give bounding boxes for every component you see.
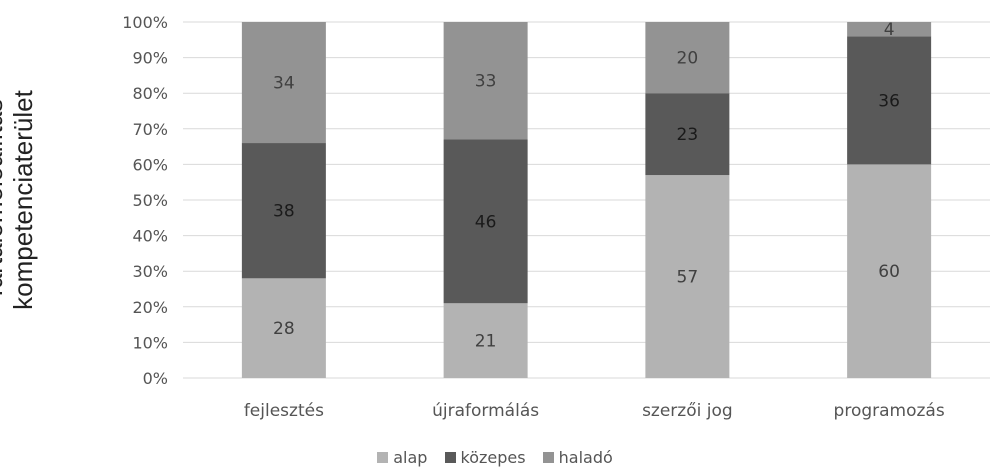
legend-swatch-kozepes: [444, 452, 456, 463]
y-tick-label: 90%: [132, 49, 168, 68]
legend-item-alap: alap: [377, 448, 427, 467]
bars: [241, 22, 932, 378]
data-label: 38: [273, 202, 295, 222]
legend-item-kozepes: közepes: [444, 448, 526, 467]
bar-segment-alap: [241, 278, 326, 378]
data-label: 4: [884, 20, 895, 40]
y-tick-label: 70%: [132, 120, 168, 139]
bar-segment-közepes: [443, 139, 528, 304]
bar-segment-haladó: [847, 22, 932, 37]
data-label: 36: [878, 91, 900, 111]
legend-label-kozepes: közepes: [460, 448, 526, 467]
legend-item-halado: haladó: [542, 448, 613, 467]
data-labels: 28 38 34 21 46 33 57 23 20 60 36 4: [273, 20, 900, 352]
y-tick-label: 40%: [132, 227, 168, 246]
data-label: 21: [475, 332, 497, 352]
x-tick-label: szerzői jog: [642, 401, 733, 421]
y-tick-label: 20%: [132, 298, 168, 317]
bar-segment-közepes: [847, 36, 932, 165]
x-tick-label: újraformálás: [432, 401, 539, 421]
y-axis-title-line-2: kompetenciaterület: [8, 90, 38, 310]
y-tick-label: 60%: [132, 155, 168, 174]
legend: alap közepes haladó: [0, 448, 990, 467]
y-tick-label: 0%: [143, 369, 168, 388]
bar-segment-közepes: [645, 93, 730, 176]
data-label: 23: [677, 125, 699, 145]
y-tick-label: 80%: [132, 84, 168, 103]
y-tick-label: 10%: [132, 333, 168, 352]
y-axis-title-line-1: Tartalomelőállítás: [0, 98, 8, 302]
y-tick-label: 30%: [132, 262, 168, 281]
x-tick-label: fejlesztés: [244, 401, 324, 421]
data-label: 57: [677, 268, 699, 288]
y-tick-label: 50%: [132, 191, 168, 210]
bar-segment-közepes: [241, 143, 326, 279]
x-axis-ticks: fejlesztés újraformálás szerzői jog program…: [244, 401, 945, 421]
data-label: 28: [273, 319, 295, 339]
y-axis-title: Tartalomelőállítás kompetenciaterület: [0, 30, 38, 370]
legend-swatch-halado: [542, 452, 554, 463]
legend-label-alap: alap: [393, 448, 428, 467]
bar-segment-haladó: [241, 22, 326, 144]
y-tick-label: 100%: [122, 13, 168, 32]
data-label: 60: [878, 262, 900, 282]
legend-swatch-alap: [377, 452, 389, 463]
legend-label-halado: haladó: [558, 448, 613, 467]
data-label: 46: [475, 212, 497, 232]
bar-segment-alap: [443, 303, 528, 378]
bar-segment-haladó: [443, 22, 528, 140]
bar-segment-haladó: [645, 22, 730, 94]
data-label: 20: [677, 49, 699, 69]
x-tick-label: programozás: [834, 401, 945, 421]
data-label: 33: [475, 72, 497, 92]
y-axis-ticks: 0% 10% 20% 30% 40% 50% 60% 70% 80% 90% 100%: [122, 13, 168, 388]
bar-segment-alap: [645, 175, 730, 378]
bar-segment-alap: [847, 164, 932, 378]
data-label: 34: [273, 74, 295, 94]
